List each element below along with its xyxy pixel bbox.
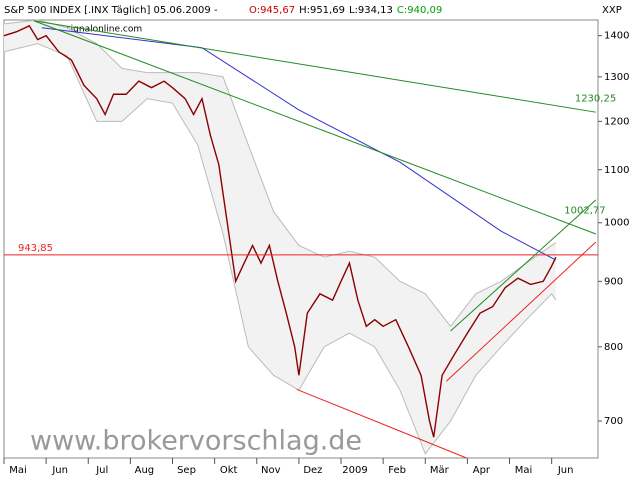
- series-line: [3, 24, 557, 438]
- ohlc-value: L:934,13: [349, 5, 393, 16]
- y-tick-label: 1400: [604, 31, 629, 42]
- x-tick-label: Mär: [430, 465, 450, 476]
- x-tick-label: Dez: [303, 465, 322, 476]
- x-tick-label: Jun: [51, 465, 68, 476]
- trendline: [445, 241, 597, 382]
- y-tick-label: 1300: [604, 72, 629, 83]
- x-tick-label: Sep: [177, 465, 196, 476]
- y-tick-label: 900: [604, 276, 623, 287]
- x-tick-label: Okt: [220, 465, 238, 476]
- hline-label: 943,85: [18, 243, 53, 254]
- series-line: [3, 19, 557, 328]
- trendline: [296, 388, 467, 459]
- series-line: [41, 27, 557, 261]
- y-tick-label: 700: [604, 416, 623, 427]
- y-tick-label: 800: [604, 342, 623, 353]
- x-tick-label: Jun: [557, 465, 574, 476]
- annotation: 1002,77: [564, 206, 605, 217]
- trendline: [33, 20, 596, 113]
- band-area: [4, 20, 556, 454]
- corner-label: XXP: [602, 5, 622, 16]
- x-tick-label: 2009: [342, 465, 367, 476]
- y-tick-label: 1100: [604, 165, 629, 176]
- ohlc-value: H:951,69: [299, 5, 345, 16]
- y-tick-label: 1200: [604, 116, 629, 127]
- ohlc-value: C:940,09: [397, 5, 442, 16]
- plot-content: 943,85 1230,25 1002,77: [3, 19, 616, 459]
- x-tick-label: Nov: [261, 465, 281, 476]
- trendline: [33, 20, 597, 235]
- chart-title: S&P 500 INDEX [.INX Täglich] 05.06.2009 …: [4, 5, 218, 16]
- x-tick-label: Apr: [473, 465, 491, 476]
- y-tick-label: 1000: [604, 218, 629, 229]
- x-tick-label: Jul: [95, 465, 108, 476]
- watermark: www.brokervorschlag.de: [30, 426, 362, 457]
- x-tick-label: Feb: [388, 465, 406, 476]
- x-tick-label: Mai: [9, 465, 27, 476]
- ohlc-value: O:945,67: [249, 5, 295, 16]
- x-tick-label: Aug: [135, 465, 155, 476]
- trendline: [450, 199, 597, 332]
- x-tick-label: Mai: [515, 465, 533, 476]
- annotation: 1230,25: [575, 94, 616, 105]
- source: © www.tradesignalonline.com: [6, 25, 142, 35]
